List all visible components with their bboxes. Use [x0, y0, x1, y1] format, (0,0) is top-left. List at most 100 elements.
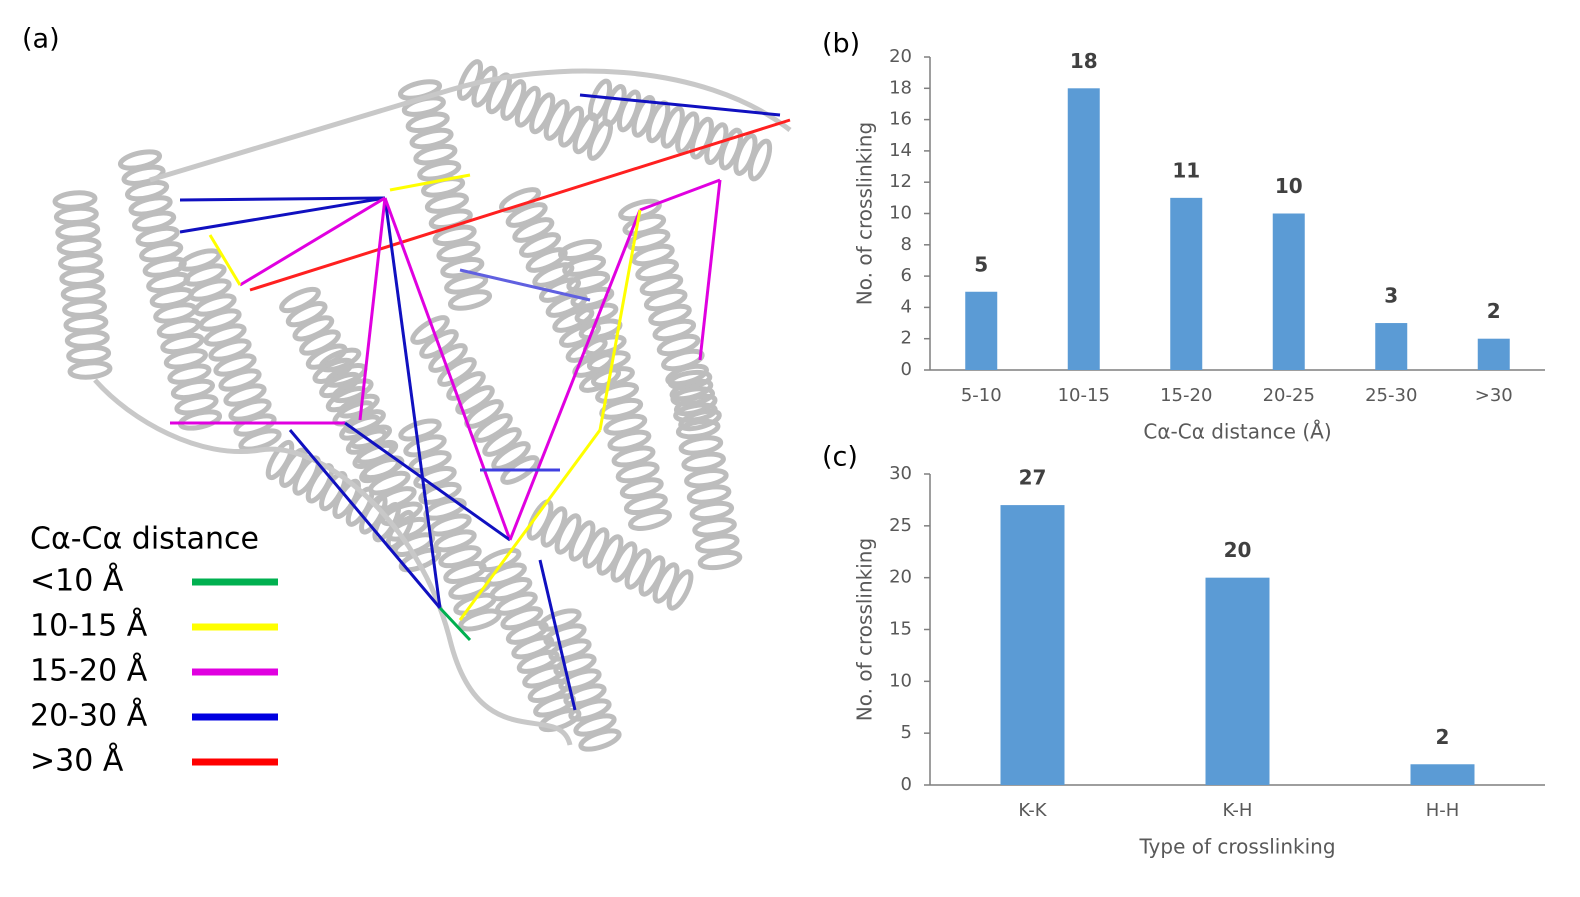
helix-turn — [667, 369, 713, 391]
helix-turn — [455, 385, 495, 415]
crosslink — [383, 197, 512, 541]
helix-turn — [331, 378, 374, 404]
helix-turn — [413, 143, 458, 166]
helix-turn — [453, 592, 497, 616]
helix-turn — [444, 273, 489, 295]
crosslink — [458, 429, 602, 621]
legend-label: 15-20 Å — [30, 653, 148, 689]
y-tick-label: 30 — [889, 463, 912, 484]
helix-turn — [673, 402, 718, 423]
bar — [1272, 213, 1305, 370]
value-label: 27 — [1019, 466, 1047, 490]
loop — [93, 378, 573, 746]
helix-turn — [403, 434, 447, 458]
bar — [965, 291, 998, 370]
helix-turn — [433, 529, 477, 553]
legend-label: >30 Å — [30, 743, 124, 779]
helix-turn — [666, 569, 694, 611]
bar — [1410, 764, 1475, 785]
y-tick-label: 5 — [901, 722, 912, 743]
helix-turn — [398, 418, 442, 442]
crosslink — [639, 178, 721, 212]
value-label: 10 — [1275, 174, 1303, 198]
helix-turn — [424, 192, 469, 214]
helix-turn — [692, 517, 737, 538]
crosslink — [579, 93, 781, 117]
y-tick-label: 6 — [901, 265, 912, 286]
crosslink — [239, 196, 386, 287]
y-tick-label: 4 — [901, 296, 912, 317]
helix-turn — [392, 532, 436, 557]
helix-turn — [678, 435, 724, 456]
helix-turn — [423, 497, 467, 521]
legend-label: 20-30 Å — [30, 698, 148, 734]
helix-turn — [436, 240, 481, 263]
loop — [149, 68, 792, 183]
bar — [1170, 197, 1203, 370]
crosslink — [179, 196, 386, 234]
y-tick-label: 10 — [889, 203, 912, 224]
y-axis-title: No. of crosslinking — [853, 122, 877, 305]
crosslink — [459, 268, 591, 302]
helix-turn — [428, 343, 468, 373]
legend-title: Cα-Cα distance — [30, 522, 259, 557]
helix-turn — [689, 500, 735, 522]
legend-label: 10-15 Å — [30, 608, 148, 644]
crosslink — [358, 197, 387, 421]
crosslink — [344, 421, 511, 542]
y-tick-label: 8 — [901, 234, 912, 255]
bar — [1375, 323, 1408, 370]
crosslink — [389, 173, 471, 192]
helix-turn — [686, 484, 732, 505]
helix-turn — [318, 347, 362, 373]
helix-turn — [443, 561, 487, 584]
helix-turn — [355, 439, 399, 465]
y-tick-label: 0 — [901, 359, 912, 380]
helix-turn — [670, 386, 715, 407]
helix-turn — [628, 509, 672, 531]
x-tick-label: 25-30 — [1365, 385, 1417, 406]
x-tick-label: 20-25 — [1263, 385, 1315, 406]
helix-turn — [437, 357, 477, 387]
helix-turn — [447, 289, 493, 311]
panel-label: (b) — [822, 29, 860, 60]
value-label: 3 — [1384, 284, 1398, 308]
charts: (b)0246810121416182055-101810-151115-201… — [822, 29, 1545, 859]
y-tick-label: 10 — [889, 670, 912, 691]
y-axis-title: No. of crosslinking — [853, 538, 877, 721]
value-label: 20 — [1224, 538, 1252, 562]
y-tick-label: 2 — [901, 328, 912, 349]
crosslink — [179, 196, 386, 202]
x-tick-label: H-H — [1426, 800, 1460, 821]
x-tick-label: 5-10 — [961, 385, 1002, 406]
protein-structure — [52, 59, 792, 752]
x-axis-title: Cα-Cα distance (Å) — [1143, 420, 1331, 444]
y-tick-label: 25 — [889, 515, 912, 536]
helix-turn — [417, 160, 462, 182]
helix-turn — [409, 127, 454, 150]
y-tick-label: 15 — [889, 619, 912, 640]
helix-turn — [684, 468, 729, 489]
helix-turn — [413, 466, 457, 489]
value-label: 2 — [1436, 725, 1450, 749]
helix-turn — [458, 608, 502, 632]
value-label: 11 — [1172, 158, 1200, 182]
x-axis-title: Type of crosslinking — [1138, 835, 1335, 859]
y-tick-label: 14 — [889, 140, 912, 161]
x-tick-label: 15-20 — [1160, 385, 1212, 406]
y-tick-label: 0 — [901, 774, 912, 795]
x-tick-label: 10-15 — [1058, 385, 1110, 406]
value-label: 18 — [1070, 49, 1098, 73]
helix-turn — [482, 427, 522, 457]
helix-turn — [578, 728, 622, 752]
helix-turn — [681, 451, 726, 472]
helix-turn — [405, 111, 450, 134]
helix-turn — [238, 428, 282, 452]
helix-turn — [747, 138, 773, 182]
y-tick-label: 20 — [889, 567, 912, 588]
helix-turn — [410, 315, 450, 345]
bar — [1000, 505, 1065, 785]
helix-turn — [473, 413, 513, 443]
crosslink — [288, 429, 442, 609]
y-tick-label: 18 — [889, 77, 912, 98]
